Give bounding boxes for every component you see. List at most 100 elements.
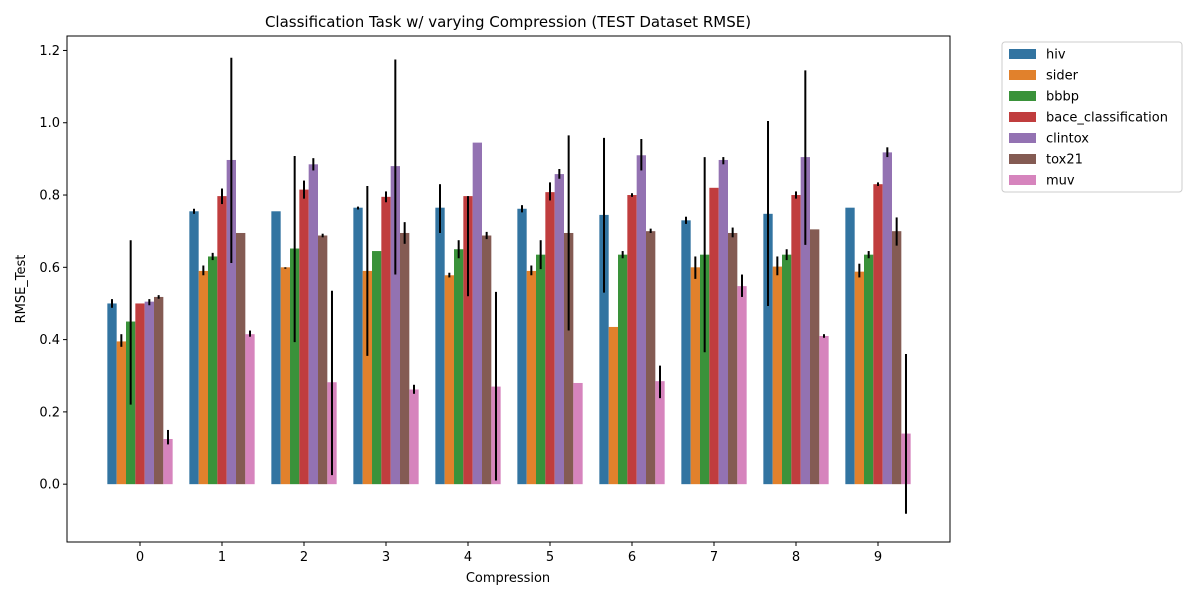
bar-bace_classification-1 [217,196,227,485]
bar-clintox-0 [144,301,154,485]
bar-bbbp-1 [208,256,218,485]
legend-label-bace_classification: bace_classification [1046,111,1168,126]
y-tick-label: 0.6 [39,261,60,276]
x-tick-label: 0 [136,550,144,565]
x-tick-label: 3 [382,550,390,565]
bar-tox21-5 [564,232,574,485]
bar-sider-0 [116,341,126,485]
bar-muv-5 [573,382,583,485]
x-axis: 0 1 2 3 4 5 6 7 8 9 [136,542,882,565]
bar-clintox-5 [554,174,564,485]
x-tick-label: 9 [874,550,882,565]
bar-clintox-4 [472,142,482,485]
bar-muv-3 [409,389,419,485]
bar-sider-6 [608,326,619,485]
y-tick-label: 0.0 [39,478,60,493]
bar-tox21-7 [728,232,738,485]
bar-bace_classification-5 [545,192,555,485]
bar-hiv-8 [763,213,773,485]
x-axis-label: Compression [466,571,550,586]
legend-label-tox21: tox21 [1046,153,1083,168]
bar-bace_classification-4 [463,196,473,485]
bar-clintox-3 [390,166,400,485]
y-tick-label: 1.0 [39,116,60,131]
legend-swatch-muv [1009,175,1036,185]
bars-layer [107,142,911,485]
bar-tox21-9 [892,231,902,485]
bar-clintox-8 [800,157,810,485]
bar-tox21-1 [236,232,246,485]
x-tick-label: 4 [464,550,472,565]
y-tick-label: 0.4 [39,333,60,348]
legend-swatch-bbbp [1009,91,1036,101]
legend-label-muv: muv [1046,174,1075,189]
bar-clintox-7 [718,159,728,485]
legend-swatch-clintox [1009,133,1036,143]
x-tick-label: 7 [710,550,718,565]
legend-swatch-tox21 [1009,154,1036,164]
bar-bace_classification-0 [135,303,145,485]
y-tick-label: 1.2 [39,44,60,59]
legend-label-bbbp: bbbp [1046,90,1079,105]
legend-frame [1001,41,1183,193]
bar-bbbp-6 [618,254,628,485]
bar-bbbp-9 [864,254,874,485]
bar-sider-9 [854,271,865,485]
bar-hiv-6 [599,214,609,485]
bar-sider-1 [198,270,209,485]
bar-clintox-9 [882,152,892,485]
bar-bace_classification-6 [627,195,637,485]
bar-bbbp-8 [782,254,792,485]
x-tick-label: 1 [218,550,226,565]
x-tick-label: 5 [546,550,554,565]
bar-clintox-1 [226,159,236,485]
bar-bbbp-5 [536,254,546,485]
bar-bbbp-4 [454,249,464,485]
bar-bbbp-2 [290,248,300,485]
plot-frame [66,35,951,543]
bar-muv-7 [737,286,747,485]
bar-sider-4 [444,275,455,485]
x-tick-label: 8 [792,550,800,565]
bar-bace_classification-3 [381,196,391,485]
error-bars-layer [111,57,907,514]
chart-title: Classification Task w/ varying Compressi… [265,13,751,31]
legend-swatch-hiv [1009,49,1036,59]
bar-hiv-7 [681,220,691,485]
bar-clintox-2 [308,164,318,485]
y-axis: 0.0 0.2 0.4 0.6 0.8 1.0 1.2 [39,44,67,493]
y-tick-label: 0.8 [39,189,60,204]
bar-muv-6 [655,381,665,485]
bar-muv-1 [245,334,255,485]
bar-bace_classification-7 [709,187,719,485]
bar-muv-0 [163,438,173,485]
bar-hiv-9 [845,207,855,485]
bar-sider-7 [690,267,701,485]
bar-bace_classification-2 [299,189,309,485]
y-axis-label: RMSE_Test [14,255,29,324]
bar-sider-2 [280,267,291,485]
bar-tox21-8 [810,229,820,485]
x-tick-label: 6 [628,550,636,565]
bar-sider-5 [526,270,537,485]
legend-swatch-sider [1009,70,1036,80]
bar-tox21-4 [482,235,492,485]
bar-bace_classification-9 [873,184,883,485]
bar-hiv-2 [271,211,281,485]
legend-swatch-bace_classification [1009,112,1036,122]
bar-tox21-0 [154,296,164,485]
bar-tox21-6 [646,231,656,485]
bar-sider-8 [772,266,783,485]
bar-hiv-0 [107,303,117,485]
bar-tox21-3 [400,232,410,485]
bar-hiv-4 [435,207,445,485]
legend-label-hiv: hiv [1046,48,1066,63]
legend-label-sider: sider [1046,69,1079,84]
bar-bbbp-3 [372,251,382,485]
bar-hiv-5 [517,208,527,485]
bar-hiv-3 [353,207,363,485]
bar-tox21-2 [318,235,328,485]
bar-bbbp-7 [700,254,710,485]
